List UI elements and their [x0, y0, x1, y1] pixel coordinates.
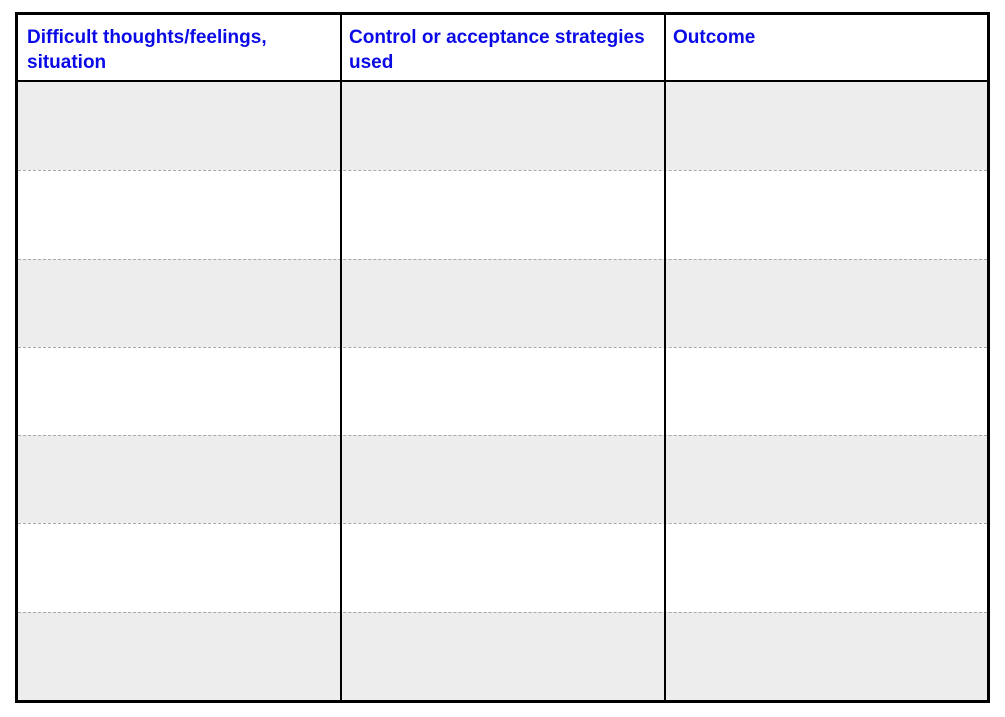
column-divider	[340, 15, 342, 700]
thoughts-cell[interactable]	[18, 260, 340, 347]
column-header-thoughts: Difficult thoughts/feelings, situation	[18, 15, 340, 82]
column-divider	[664, 15, 666, 700]
strategies-cell[interactable]	[342, 436, 664, 523]
strategies-cell[interactable]	[342, 171, 664, 258]
table-row	[18, 523, 987, 611]
thoughts-cell[interactable]	[18, 348, 340, 435]
outcome-cell[interactable]	[666, 260, 987, 347]
table-row	[18, 170, 987, 258]
outcome-cell[interactable]	[666, 613, 987, 700]
thoughts-cell[interactable]	[18, 613, 340, 700]
table-row	[18, 435, 987, 524]
table-row	[18, 611, 987, 700]
table-row	[18, 258, 987, 347]
strategies-cell[interactable]	[342, 260, 664, 347]
column-header-label: Control or acceptance strategies used	[349, 27, 645, 73]
strategies-cell[interactable]	[342, 348, 664, 435]
outcome-cell[interactable]	[666, 348, 987, 435]
outcome-cell[interactable]	[666, 436, 987, 523]
column-header-outcome: Outcome	[664, 15, 987, 82]
column-header-strategies: Control or acceptance strategies used	[340, 15, 664, 82]
outcome-cell[interactable]	[666, 82, 987, 170]
thoughts-cell[interactable]	[18, 82, 340, 170]
strategies-cell[interactable]	[342, 82, 664, 170]
strategies-cell[interactable]	[342, 613, 664, 700]
column-header-label: Difficult thoughts/feelings, situation	[27, 27, 267, 73]
thoughts-cell[interactable]	[18, 524, 340, 611]
table-row	[18, 346, 987, 435]
thoughts-cell[interactable]	[18, 436, 340, 523]
column-header-label: Outcome	[673, 27, 756, 48]
strategies-cell[interactable]	[342, 524, 664, 611]
worksheet-table: Difficult thoughts/feelings, situation C…	[15, 12, 990, 703]
outcome-cell[interactable]	[666, 524, 987, 611]
outcome-cell[interactable]	[666, 171, 987, 258]
table-row	[18, 82, 987, 171]
thoughts-cell[interactable]	[18, 171, 340, 258]
